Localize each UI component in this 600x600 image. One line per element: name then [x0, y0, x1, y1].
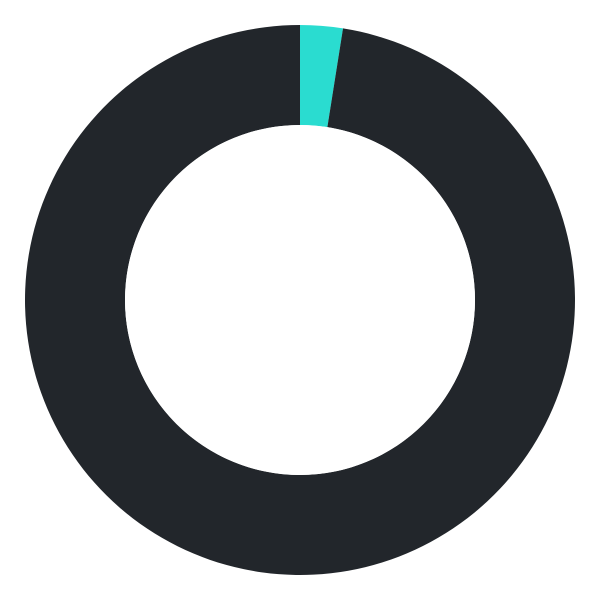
donut-slice-1	[24, 25, 576, 576]
donut-hole	[125, 125, 475, 475]
donut-slice-0	[300, 25, 344, 128]
